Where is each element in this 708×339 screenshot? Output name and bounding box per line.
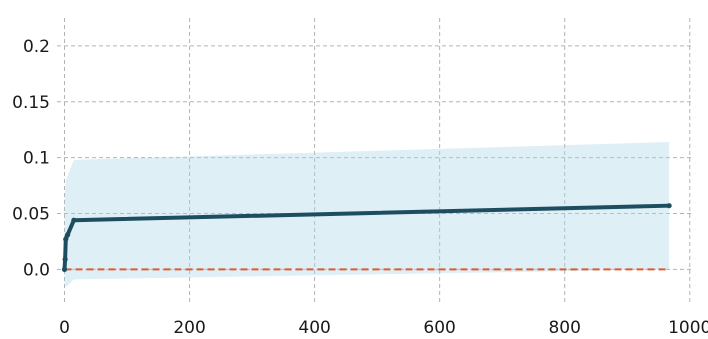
y-tick-label: 0.05 [12, 205, 50, 225]
y-axis-tick-labels: 0.0 0.05 0.1 0.15 0.2 [12, 37, 50, 280]
y-tick-label: 0.15 [12, 93, 50, 113]
y-tick-label: 0.1 [23, 149, 50, 169]
x-axis-tick-labels: 0 200 400 600 800 1000 [59, 318, 708, 338]
data-point-5 [666, 203, 672, 209]
x-tick-label: 0 [59, 318, 70, 338]
x-tick-label: 200 [173, 318, 205, 338]
x-tick-label: 400 [298, 318, 330, 338]
y-tick-label: 0.0 [23, 260, 50, 280]
x-tick-label: 1000 [668, 318, 708, 338]
data-point-2 [63, 236, 69, 242]
series-line [61, 203, 672, 272]
data-point-3 [65, 232, 71, 238]
data-point-0 [61, 266, 68, 272]
data-point-4 [71, 217, 77, 223]
y-tick-label: 0.2 [23, 37, 50, 57]
x-tick-label: 600 [423, 318, 455, 338]
data-point-1 [62, 256, 68, 262]
x-tick-label: 800 [548, 318, 580, 338]
